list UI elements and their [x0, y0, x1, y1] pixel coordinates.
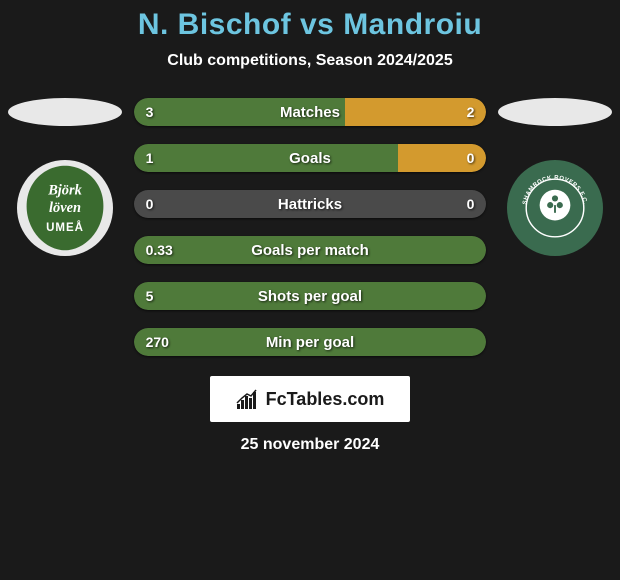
comparison-card: N. Bischof vs Mandroiu Club competitions… [0, 0, 620, 454]
stat-row: 0.33Goals per match [134, 236, 487, 264]
subtitle: Club competitions, Season 2024/2025 [0, 52, 620, 70]
stat-bar-right [345, 98, 486, 126]
stat-value-left: 0.33 [146, 236, 173, 264]
stat-value-left: 1 [146, 144, 154, 172]
stat-bar-left [134, 98, 346, 126]
stat-bar-left [134, 144, 399, 172]
stat-bar-left [134, 236, 487, 264]
fctables-logo-icon [236, 388, 262, 410]
source-badge[interactable]: FcTables.com [210, 376, 410, 422]
stat-row: 5Shots per goal [134, 282, 487, 310]
left-club-logo: Björk löven UMEÅ [17, 160, 113, 256]
stat-value-left: 0 [146, 190, 154, 218]
stat-value-left: 3 [146, 98, 154, 126]
stat-row: 0 0Hattricks [134, 190, 487, 218]
stat-value-left: 5 [146, 282, 154, 310]
stat-row: 270Min per goal [134, 328, 487, 356]
stat-bar-left [134, 282, 487, 310]
stat-value-right: 0 [467, 144, 475, 172]
source-badge-text: FcTables.com [266, 389, 385, 410]
stat-row: 32Matches [134, 98, 487, 126]
stat-value-left: 270 [146, 328, 169, 356]
footer-date: 25 november 2024 [0, 436, 620, 454]
svg-text:UMEÅ: UMEÅ [46, 221, 84, 234]
main-row: Björk löven UMEÅ 32Matches10Goals00Hattr… [0, 98, 620, 356]
right-player-photo-placeholder [498, 98, 612, 126]
left-player-col: Björk löven UMEÅ [6, 98, 124, 256]
stat-label: Hattricks [134, 190, 487, 218]
stat-bars: 32Matches10Goals00Hattricks0.33Goals per… [134, 98, 487, 356]
right-club-logo: SHAMROCK ROVERS F.C. [507, 160, 603, 256]
bjorkloven-logo-icon: Björk löven UMEÅ [17, 160, 113, 256]
svg-text:löven: löven [49, 200, 81, 216]
shamrock-rovers-logo-icon: SHAMROCK ROVERS F.C. [507, 160, 603, 256]
stat-value-right: 0 [467, 190, 475, 218]
stat-bar-left [134, 328, 487, 356]
stat-value-right: 2 [467, 98, 475, 126]
left-player-photo-placeholder [8, 98, 122, 126]
right-player-col: SHAMROCK ROVERS F.C. [496, 98, 614, 256]
stat-row: 10Goals [134, 144, 487, 172]
svg-text:Björk: Björk [47, 183, 82, 199]
page-title: N. Bischof vs Mandroiu [0, 8, 620, 42]
